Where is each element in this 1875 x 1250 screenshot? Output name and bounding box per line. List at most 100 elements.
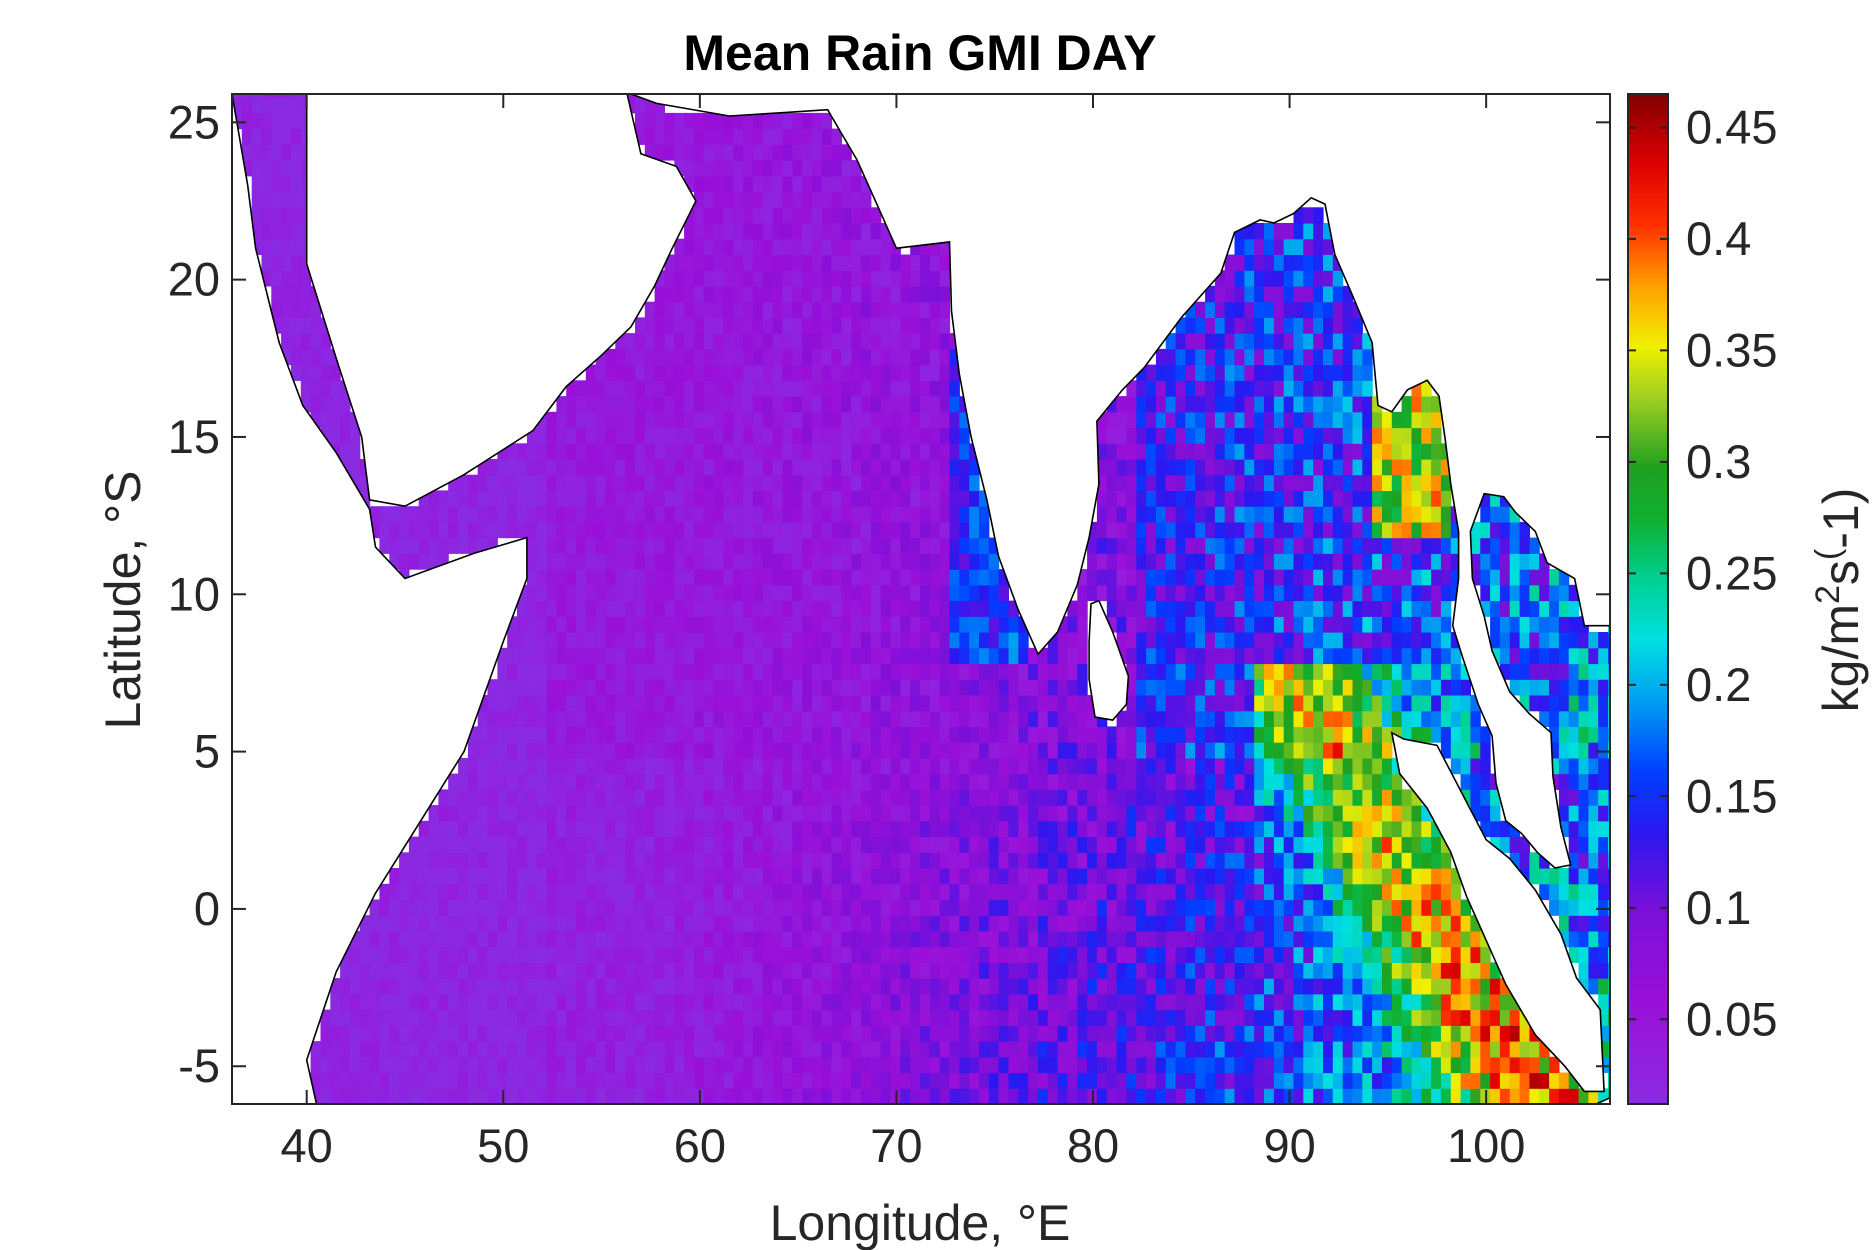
heatmap-cell [802,396,813,413]
heatmap-cell [772,726,783,743]
heatmap-cell [1155,742,1167,759]
heatmap-cell [1096,852,1108,869]
heatmap-cell [969,1009,980,1026]
heatmap-cell [1185,883,1196,901]
heatmap-cell [1057,1088,1068,1104]
heatmap-cell [1490,521,1501,539]
heatmap-cell [1038,915,1049,932]
heatmap-cell [1244,820,1255,838]
heatmap-cell [644,396,656,413]
heatmap-cell [349,978,361,995]
heatmap-cell [1146,836,1157,853]
heatmap-cell [684,946,695,963]
heatmap-cell [929,584,941,602]
heatmap-cell [1450,679,1462,696]
heatmap-cell [546,930,557,948]
heatmap-cell [1195,600,1206,617]
heatmap-cell [703,584,715,602]
heatmap-cell [1352,930,1363,948]
heatmap-cell [939,443,951,460]
heatmap-cell [1293,742,1304,759]
heatmap-cell [1126,459,1137,476]
heatmap-cell [841,978,852,995]
heatmap-cell [1057,789,1068,806]
heatmap-cell [1303,773,1314,790]
heatmap-cell [939,490,951,507]
heatmap-cell [1244,411,1255,429]
heatmap-cell [536,553,548,570]
heatmap-cell [1352,1056,1363,1074]
heatmap-cell [733,773,744,790]
heatmap-cell [1332,883,1344,901]
heatmap-cell [1185,427,1196,444]
heatmap-cell [792,946,803,963]
heatmap-cell [1106,757,1118,775]
heatmap-cell [1391,820,1403,838]
heatmap-cell [1440,506,1452,523]
heatmap-cell [556,915,567,932]
heatmap-cell [772,695,783,712]
heatmap-cell [1205,584,1216,602]
heatmap-cell [900,380,911,397]
heatmap-cell [1313,742,1324,759]
heatmap-cell [723,836,734,853]
heatmap-cell [605,710,616,727]
heatmap-cell [1431,553,1442,570]
heatmap-cell [1077,1009,1088,1026]
heatmap-cell [576,883,587,901]
heatmap-cell [1401,459,1412,476]
heatmap-cell [713,569,724,586]
heatmap-cell [880,506,892,523]
heatmap-cell [1195,883,1206,901]
heatmap-cell [939,962,951,979]
heatmap-cell [605,600,616,617]
heatmap-cell [1224,836,1236,853]
heatmap-cell [1155,962,1167,979]
heatmap-cell [939,1009,951,1026]
heatmap-cell [1440,600,1452,617]
heatmap-cell [595,474,607,491]
heatmap-cell [1480,978,1491,995]
heatmap-cell [1411,820,1422,838]
heatmap-cell [1401,946,1412,963]
heatmap-cell [1598,1009,1609,1026]
heatmap-cell [566,1072,577,1089]
heatmap-cell [526,490,538,507]
heatmap-cell [821,427,833,444]
heatmap-cell [1214,632,1226,649]
heatmap-cell [1244,710,1255,727]
heatmap-cell [1332,459,1344,476]
heatmap-cell [1244,459,1255,476]
heatmap-cell [1401,521,1412,539]
heatmap-cell [880,1041,892,1058]
heatmap-cell [703,1088,715,1104]
heatmap-cell [703,820,715,838]
heatmap-cell [546,757,557,775]
heatmap-cell [330,411,341,429]
heatmap-cell [1391,632,1403,649]
heatmap-cell [576,899,587,916]
heatmap-cell [969,553,980,570]
heatmap-cell [841,1025,852,1042]
heatmap-cell [1146,474,1157,491]
heatmap-cell [1401,978,1412,995]
heatmap-cell [526,537,538,554]
heatmap-cell [1352,915,1363,932]
heatmap-cell [1431,1088,1442,1104]
heatmap-cell [349,946,361,963]
heatmap-cell [1175,946,1186,963]
heatmap-cell [625,396,636,413]
heatmap-cell [1519,600,1530,617]
heatmap-cell [1254,537,1265,554]
heatmap-cell [1214,868,1226,885]
heatmap-cell [772,993,783,1011]
heatmap-cell [929,852,941,869]
heatmap-cell [694,710,705,727]
heatmap-cell [1440,726,1452,743]
heatmap-cell [841,506,852,523]
heatmap-cell [1283,521,1295,539]
heatmap-cell [792,1025,803,1042]
heatmap-cell [1401,474,1412,491]
heatmap-cell [1568,820,1580,838]
heatmap-cell [870,632,882,649]
